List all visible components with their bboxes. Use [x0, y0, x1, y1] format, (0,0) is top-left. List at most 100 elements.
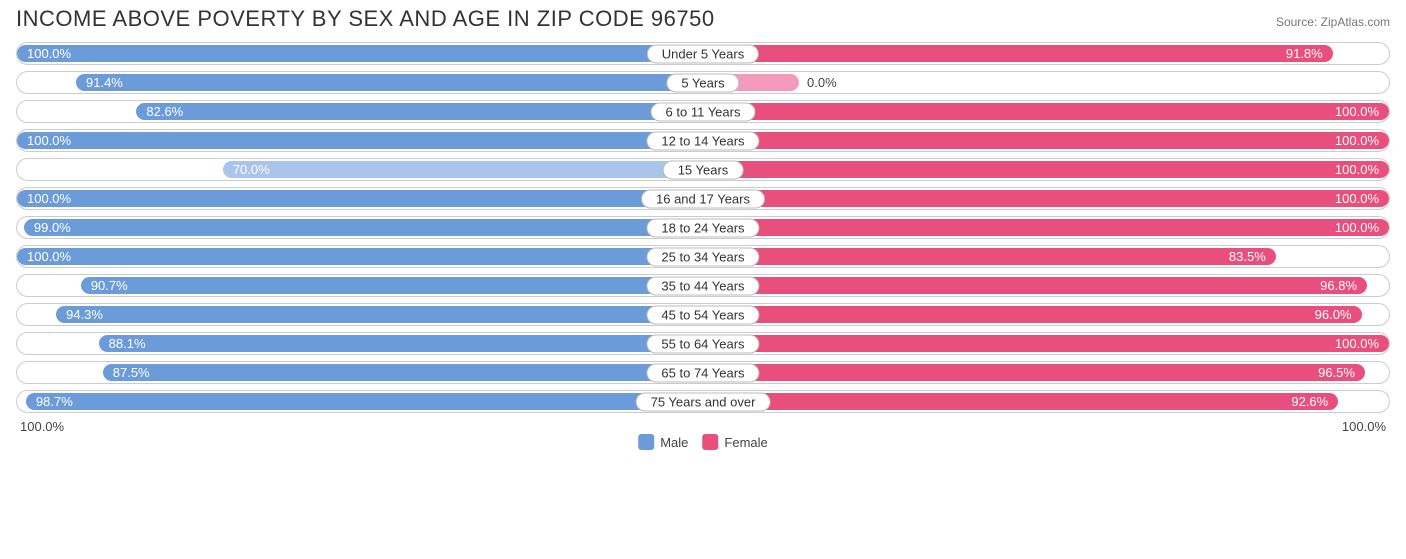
data-row: 99.0% 100.0% 18 to 24 Years: [16, 216, 1390, 239]
female-value: 100.0%: [1335, 133, 1379, 148]
male-half: 90.7%: [17, 275, 703, 296]
female-half: 91.8%: [703, 43, 1389, 64]
female-value: 92.6%: [1291, 394, 1328, 409]
male-bar: 94.3%: [56, 306, 703, 323]
female-half: 100.0%: [703, 101, 1389, 122]
female-value: 100.0%: [1335, 336, 1379, 351]
female-bar: 96.5%: [703, 364, 1365, 381]
category-label: 5 Years: [666, 73, 739, 92]
male-value: 91.4%: [86, 75, 123, 90]
male-value: 70.0%: [233, 162, 270, 177]
male-bar: 99.0%: [24, 219, 703, 236]
male-half: 82.6%: [17, 101, 703, 122]
male-value: 100.0%: [27, 133, 71, 148]
male-half: 100.0%: [17, 43, 703, 64]
female-half: 96.5%: [703, 362, 1389, 383]
legend-male-label: Male: [660, 435, 688, 450]
female-bar: 100.0%: [703, 335, 1389, 352]
category-label: 16 and 17 Years: [641, 189, 765, 208]
male-value: 100.0%: [27, 191, 71, 206]
data-row: 91.4% 0.0%5 Years: [16, 71, 1390, 94]
female-value: 100.0%: [1335, 220, 1379, 235]
male-value: 94.3%: [66, 307, 103, 322]
legend: Male Female: [638, 434, 768, 450]
female-bar: 100.0%: [703, 219, 1389, 236]
data-row: 87.5%96.5%65 to 74 Years: [16, 361, 1390, 384]
category-label: 18 to 24 Years: [646, 218, 759, 237]
data-row: 100.0% 100.0% 16 and 17 Years: [16, 187, 1390, 210]
female-half: 83.5%: [703, 246, 1389, 267]
male-half: 94.3%: [17, 304, 703, 325]
female-bar: 92.6%: [703, 393, 1338, 410]
legend-male: Male: [638, 434, 688, 450]
male-value: 90.7%: [91, 278, 128, 293]
male-bar: 90.7%: [81, 277, 703, 294]
category-label: Under 5 Years: [647, 44, 759, 63]
female-bar: 100.0%: [703, 103, 1389, 120]
axis-left-label: 100.0%: [20, 419, 64, 434]
male-half: 100.0%: [17, 188, 703, 209]
female-value: 83.5%: [1229, 249, 1266, 264]
female-bar: 83.5%: [703, 248, 1276, 265]
category-label: 35 to 44 Years: [646, 276, 759, 295]
category-label: 75 Years and over: [636, 392, 771, 411]
female-value: 91.8%: [1286, 46, 1323, 61]
legend-female-label: Female: [724, 435, 767, 450]
female-half: 100.0%: [703, 159, 1389, 180]
male-half: 100.0%: [17, 130, 703, 151]
data-row: 88.1%100.0%55 to 64 Years: [16, 332, 1390, 355]
female-half: 0.0%: [703, 72, 1389, 93]
chart-title: INCOME ABOVE POVERTY BY SEX AND AGE IN Z…: [16, 6, 715, 32]
category-label: 25 to 34 Years: [646, 247, 759, 266]
male-value: 98.7%: [36, 394, 73, 409]
data-row: 100.0% 100.0% 12 to 14 Years: [16, 129, 1390, 152]
data-row: 100.0% 83.5% 25 to 34 Years: [16, 245, 1390, 268]
chart-header: INCOME ABOVE POVERTY BY SEX AND AGE IN Z…: [16, 6, 1390, 32]
x-axis: 100.0% 100.0%: [16, 419, 1390, 434]
female-bar: 91.8%: [703, 45, 1333, 62]
female-half: 92.6%: [703, 391, 1389, 412]
category-label: 45 to 54 Years: [646, 305, 759, 324]
male-half: 98.7%: [17, 391, 703, 412]
female-half: 100.0%: [703, 333, 1389, 354]
data-row: 90.7% 96.8% 35 to 44 Years: [16, 274, 1390, 297]
female-value: 96.5%: [1318, 365, 1355, 380]
category-label: 15 Years: [663, 160, 744, 179]
legend-female: Female: [702, 434, 767, 450]
male-value: 99.0%: [34, 220, 71, 235]
male-value: 87.5%: [113, 365, 150, 380]
female-value: 100.0%: [1335, 191, 1379, 206]
data-row: 98.7% 92.6% 75 Years and over: [16, 390, 1390, 413]
female-value: 96.8%: [1320, 278, 1357, 293]
male-value: 82.6%: [146, 104, 183, 119]
male-value: 100.0%: [27, 46, 71, 61]
female-bar: 96.8%: [703, 277, 1367, 294]
male-bar: 100.0%: [17, 190, 703, 207]
male-bar: 100.0%: [17, 248, 703, 265]
data-row: 94.3% 96.0% 45 to 54 Years: [16, 303, 1390, 326]
female-half: 96.8%: [703, 275, 1389, 296]
male-half: 100.0%: [17, 246, 703, 267]
female-bar: 100.0%: [703, 161, 1389, 178]
chart-rows: 100.0% 91.8% Under 5 Years 91.4% 0.0%5 Years…: [16, 42, 1390, 413]
female-half: 96.0%: [703, 304, 1389, 325]
male-bar: 98.7%: [26, 393, 703, 410]
male-half: 87.5%: [17, 362, 703, 383]
female-half: 100.0%: [703, 188, 1389, 209]
data-row: 100.0% 91.8% Under 5 Years: [16, 42, 1390, 65]
male-bar: 100.0%: [17, 45, 703, 62]
female-value: 100.0%: [1335, 162, 1379, 177]
male-bar: 88.1%: [99, 335, 703, 352]
male-bar: 91.4%: [76, 74, 703, 91]
female-half: 100.0%: [703, 130, 1389, 151]
male-value: 88.1%: [109, 336, 146, 351]
male-half: 70.0%: [17, 159, 703, 180]
category-label: 12 to 14 Years: [646, 131, 759, 150]
female-half: 100.0%: [703, 217, 1389, 238]
female-value: 96.0%: [1315, 307, 1352, 322]
male-half: 91.4%: [17, 72, 703, 93]
female-bar: 96.0%: [703, 306, 1362, 323]
female-value: 100.0%: [1335, 104, 1379, 119]
chart-footer: 100.0% 100.0% Male Female: [16, 419, 1390, 439]
data-row: 70.0% 100.0% 15 Years: [16, 158, 1390, 181]
